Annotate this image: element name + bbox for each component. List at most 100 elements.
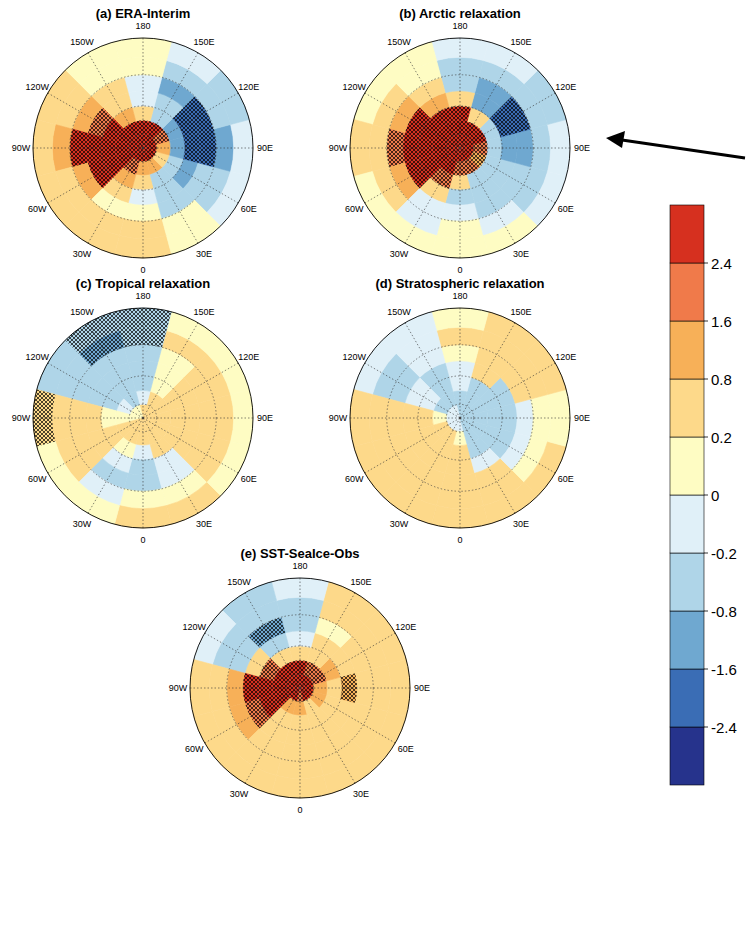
stipple-cell xyxy=(245,699,270,729)
meridian xyxy=(245,688,300,783)
meridian xyxy=(143,363,238,418)
field-cells xyxy=(190,578,410,798)
colorbar-box xyxy=(670,669,704,727)
colorbar-tick xyxy=(704,727,708,728)
significance-stipple xyxy=(387,96,531,188)
annotation-arrow xyxy=(606,131,745,158)
meridian xyxy=(460,38,461,148)
colorbar-tick xyxy=(704,495,708,496)
longitude-label: 90W xyxy=(12,413,31,423)
longitude-label: 120W xyxy=(343,82,367,92)
colorbar-box xyxy=(670,321,704,379)
longitude-label: 90E xyxy=(257,143,273,153)
longitude-label: 120W xyxy=(26,82,50,92)
colorbar-tick xyxy=(704,611,708,612)
longitude-label: 120E xyxy=(238,352,259,362)
map-panel: 030E60E90E120E150E180150W120W90W60W30W(c… xyxy=(12,276,273,545)
meridian xyxy=(460,323,515,418)
meridian xyxy=(405,53,460,148)
meridian xyxy=(48,418,143,473)
longitude-label: 30W xyxy=(73,249,92,259)
colorbar-label: 2.4 xyxy=(711,255,732,272)
longitude-label: 60W xyxy=(345,474,364,484)
meridian xyxy=(365,93,460,148)
longitude-label: 150E xyxy=(193,307,214,317)
longitude-label: 150E xyxy=(510,307,531,317)
meridian xyxy=(143,93,238,148)
longitude-label: 60E xyxy=(398,744,414,754)
meridian xyxy=(405,148,460,243)
meridian xyxy=(33,418,143,419)
colorbar-box xyxy=(670,611,704,669)
map-panel: 030E60E90E120E150E180150W120W90W60W30W(e… xyxy=(169,546,430,815)
field-cells xyxy=(33,308,253,528)
longitude-label: 180 xyxy=(135,291,150,301)
meridian xyxy=(205,633,300,688)
longitude-label: 150E xyxy=(350,577,371,587)
meridian xyxy=(460,148,555,203)
longitude-label: 0 xyxy=(457,535,462,545)
longitude-label: 120W xyxy=(26,352,50,362)
stipple-cell xyxy=(123,158,139,175)
longitude-label: 30E xyxy=(353,789,369,799)
graticule xyxy=(190,578,410,798)
longitude-label: 60W xyxy=(28,204,47,214)
meridian xyxy=(460,148,461,258)
longitude-label: 60E xyxy=(558,204,574,214)
map-outline xyxy=(33,308,253,528)
stipple-cell xyxy=(88,159,113,189)
meridian xyxy=(143,418,253,419)
meridian xyxy=(48,93,143,148)
map-outline xyxy=(190,578,410,798)
meridian xyxy=(460,418,570,419)
stipple-cell xyxy=(405,159,430,189)
meridian xyxy=(245,593,300,688)
panel-title: (e) SST-SeaIce-Obs xyxy=(240,546,359,561)
colorbar-label: -0.2 xyxy=(711,545,737,562)
figure: 0 30E 60E 90E 120E 150E 180 150W 120W 90W 60W 30W (a… xyxy=(0,0,749,943)
longitude-label: 150W xyxy=(70,37,94,47)
stipple-cell xyxy=(248,617,285,647)
colorbar-box xyxy=(670,495,704,553)
longitude-label: 60W xyxy=(28,474,47,484)
meridian xyxy=(143,53,198,148)
meridian xyxy=(190,688,300,689)
longitude-label: 60W xyxy=(185,744,204,754)
colorbar-label: 1.6 xyxy=(711,313,732,330)
panel-title: (b) Arctic relaxation xyxy=(399,6,521,21)
meridian xyxy=(365,148,460,203)
panel-title: (a) ERA-Interim xyxy=(96,6,191,21)
meridian xyxy=(405,418,460,513)
meridian xyxy=(143,38,144,148)
longitude-label: 30W xyxy=(73,519,92,529)
meridian xyxy=(143,148,198,243)
longitude-label: 120E xyxy=(395,622,416,632)
longitude-label: 0 xyxy=(140,265,145,275)
meridian xyxy=(300,688,301,798)
colorbar-tick xyxy=(704,553,708,554)
meridian xyxy=(460,93,555,148)
panel-title: (c) Tropical relaxation xyxy=(76,276,210,291)
colorbar-box xyxy=(670,379,704,437)
significance-stipple xyxy=(33,308,171,446)
meridian xyxy=(143,148,144,258)
longitude-label: 60E xyxy=(241,474,257,484)
longitude-label: 150W xyxy=(70,307,94,317)
meridian xyxy=(143,418,144,528)
colorbar-box xyxy=(670,263,704,321)
meridian xyxy=(300,578,301,688)
field-cells xyxy=(33,38,253,258)
meridian xyxy=(460,363,555,418)
colorbar-box xyxy=(670,553,704,611)
longitude-label: 120W xyxy=(183,622,207,632)
arrow-shaft xyxy=(622,140,745,158)
longitude-label: 90E xyxy=(257,413,273,423)
colorbar-tick xyxy=(704,437,708,438)
meridian xyxy=(460,418,555,473)
meridian xyxy=(33,148,143,149)
colorbar-tick xyxy=(704,669,708,670)
colorbar-box xyxy=(670,437,704,495)
longitude-label: 30W xyxy=(390,249,409,259)
meridian xyxy=(88,323,143,418)
meridian xyxy=(143,148,253,149)
